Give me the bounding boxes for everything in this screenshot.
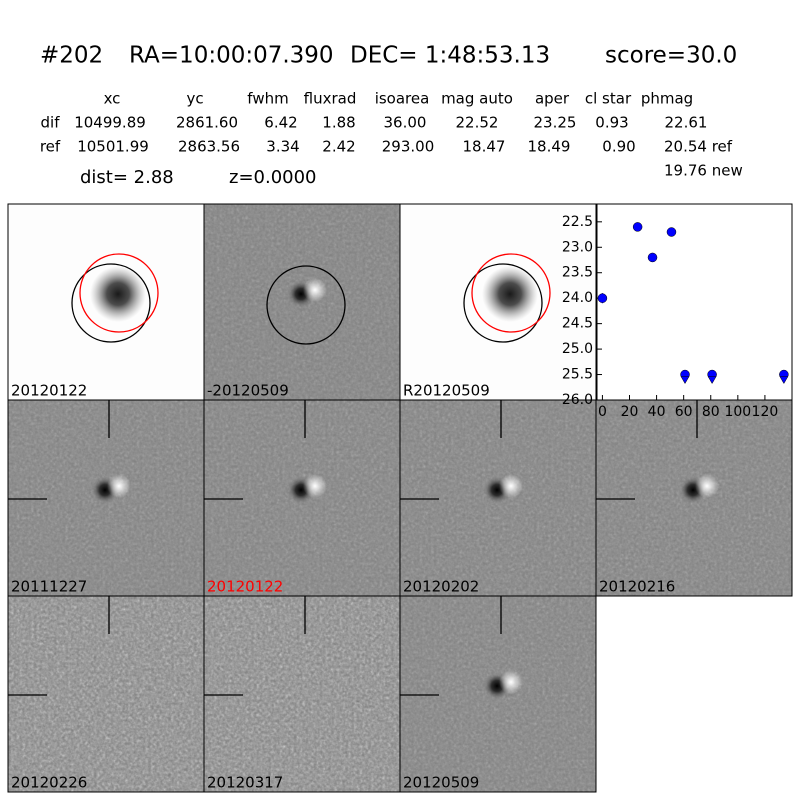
y-tick-label: 23.5 (562, 265, 593, 281)
column-header: isoarea (375, 90, 430, 108)
panel-label: 20120122 (207, 578, 283, 596)
column-header: aper (535, 90, 570, 108)
plot-bg (596, 203, 793, 401)
source-pos (695, 474, 719, 498)
table-cell: 293.00 (382, 138, 435, 156)
source (482, 266, 538, 322)
panel-label: 20120509 (403, 774, 479, 792)
source-pos (499, 474, 523, 498)
data-point (647, 252, 658, 263)
table-cell: 20.54 ref (664, 138, 733, 156)
table-cell: 23.25 (534, 114, 577, 132)
source-pos (107, 474, 131, 498)
image-panel: 20120122 (203, 399, 401, 597)
table-cell: 18.47 (463, 138, 506, 156)
table-cell: 2.42 (322, 138, 355, 156)
image-noise (8, 596, 204, 792)
table-cell: 2861.60 (176, 114, 238, 132)
table-cell: 10501.99 (77, 138, 149, 156)
column-header: phmag (641, 90, 693, 108)
y-tick-label: 25.0 (562, 341, 593, 357)
panel-label: -20120509 (207, 382, 289, 400)
panel-label: 20120216 (599, 578, 675, 596)
x-tick-label: 80 (702, 404, 720, 420)
panel-label: 20120317 (207, 774, 283, 792)
image-panel: 20120226 (7, 595, 205, 793)
redshift: z=0.0000 (229, 167, 317, 188)
aperture (266, 265, 346, 345)
y-tick-label: 22.5 (562, 214, 593, 230)
table-cell: 0.93 (595, 114, 628, 132)
dist: dist= 2.88 (80, 167, 174, 188)
panel-label: 20120122 (11, 382, 87, 400)
image-panel: 20120122 (7, 203, 205, 401)
candidate-id: #202 (40, 43, 103, 69)
source-pos (499, 670, 523, 694)
x-tick-label: 0 (598, 404, 607, 420)
aperture-ref (79, 253, 159, 333)
x-tick-label: 40 (648, 404, 666, 420)
y-tick-label: 26.0 (562, 392, 593, 408)
table-cell: 36.00 (384, 114, 427, 132)
column-header: xc (104, 90, 121, 108)
dec: DEC= 1:48:53.13 (350, 43, 550, 69)
table-cell: 1.88 (322, 114, 355, 132)
table-cell: 22.52 (456, 114, 499, 132)
row-label: ref (40, 138, 61, 156)
table-cell: 10499.89 (74, 114, 146, 132)
y-tick-label: 24.0 (562, 290, 593, 306)
y-tick-label: 23.0 (562, 239, 593, 255)
image-panel: -20120509 (203, 203, 401, 401)
table-cell: 22.61 (665, 114, 708, 132)
limit-arrow (707, 376, 717, 385)
table-cell: 2863.56 (178, 138, 240, 156)
column-header: cl star (585, 90, 632, 108)
table-cell: 18.49 (528, 138, 571, 156)
column-header: fwhm (247, 90, 288, 108)
source (90, 266, 146, 322)
x-tick-label: 100 (724, 404, 751, 420)
data-point (666, 227, 677, 237)
row-label: dif (41, 114, 61, 132)
source-pos (303, 278, 327, 302)
table-cell: 3.34 (266, 138, 299, 156)
x-tick-label: 120 (752, 404, 779, 420)
x-tick-label: 20 (621, 404, 639, 420)
panel-label: R20120509 (403, 382, 490, 400)
y-tick-label: 25.5 (562, 367, 593, 383)
panel-label: 20120202 (403, 578, 479, 596)
score: score=30.0 (605, 43, 737, 69)
panel-label: 20111227 (11, 578, 87, 596)
limit-arrow (680, 376, 690, 385)
table-cell: 6.42 (264, 114, 297, 132)
data-point (597, 293, 608, 303)
image-panel: 20120509 (399, 595, 597, 793)
aperture (463, 263, 543, 343)
image-panel: 20120216 (595, 399, 793, 597)
image-panel: R20120509 (399, 203, 597, 401)
aperture-ref (471, 253, 551, 333)
x-tick-label: 60 (675, 404, 693, 420)
ra: RA=10:00:07.390 (129, 43, 334, 69)
image-panel: 20120317 (203, 595, 401, 793)
aperture (71, 263, 151, 343)
image-panel: 20111227 (7, 399, 205, 597)
source-pos (303, 474, 327, 498)
image-panel: 20120202 (399, 399, 597, 597)
image-noise (204, 596, 400, 792)
panel-frame (399, 595, 597, 793)
column-header: fluxrad (304, 90, 357, 108)
data-point (632, 222, 643, 232)
limit-arrow (779, 376, 789, 385)
phmag-new: 19.76 new (664, 162, 743, 180)
column-header: mag auto (441, 90, 513, 108)
panel-label: 20120226 (11, 774, 87, 792)
column-header: yc (186, 90, 203, 108)
y-tick-label: 24.5 (562, 316, 593, 332)
table-cell: 0.90 (602, 138, 635, 156)
